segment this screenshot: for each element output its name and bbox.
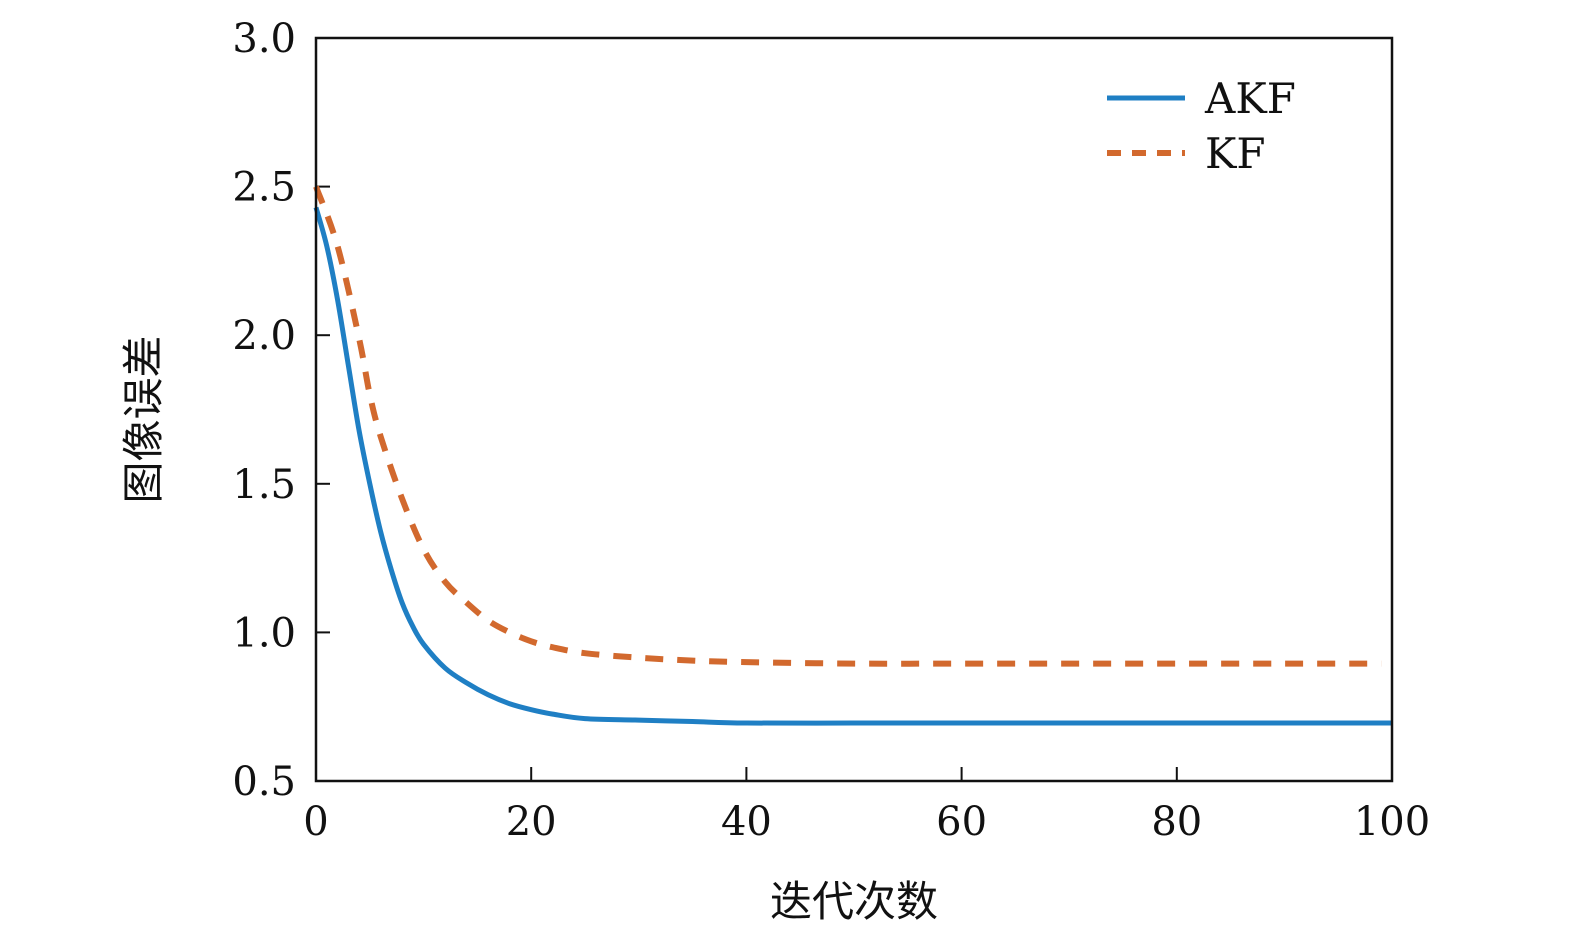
x-tick-label: 20: [506, 799, 557, 845]
x-tick-label: 60: [936, 799, 987, 845]
y-tick-labels: 0.5 1.0 1.5 2.0 2.5 3.0: [232, 16, 296, 805]
x-tick-label: 0: [303, 799, 328, 845]
series-line-akf: [313, 206, 1392, 726]
legend-label-kf: KF: [1205, 129, 1266, 178]
legend-label-akf: AKF: [1204, 74, 1296, 123]
y-tick-label: 1.5: [232, 462, 296, 508]
y-tick-label: 3.0: [232, 16, 296, 62]
series-lines: [313, 185, 1392, 726]
x-tick-label: 80: [1151, 799, 1202, 845]
x-tick-label: 100: [1354, 799, 1430, 845]
x-axis-label: 迭代次数: [770, 877, 938, 926]
legend: AKF KF: [1107, 74, 1296, 178]
y-tick-label: 2.5: [232, 165, 296, 211]
y-tick-label: 1.0: [232, 610, 296, 656]
y-tick-label: 0.5: [232, 759, 296, 805]
series-line-kf: [313, 185, 1382, 667]
axis-ticks: [316, 185, 1178, 781]
y-axis-label: 图像误差: [119, 335, 168, 503]
x-tick-labels: 0 20 40 60 80 100: [303, 799, 1430, 845]
y-tick-label: 2.0: [232, 313, 296, 359]
x-tick-label: 40: [721, 799, 772, 845]
plot-area-frame: [314, 36, 1394, 783]
